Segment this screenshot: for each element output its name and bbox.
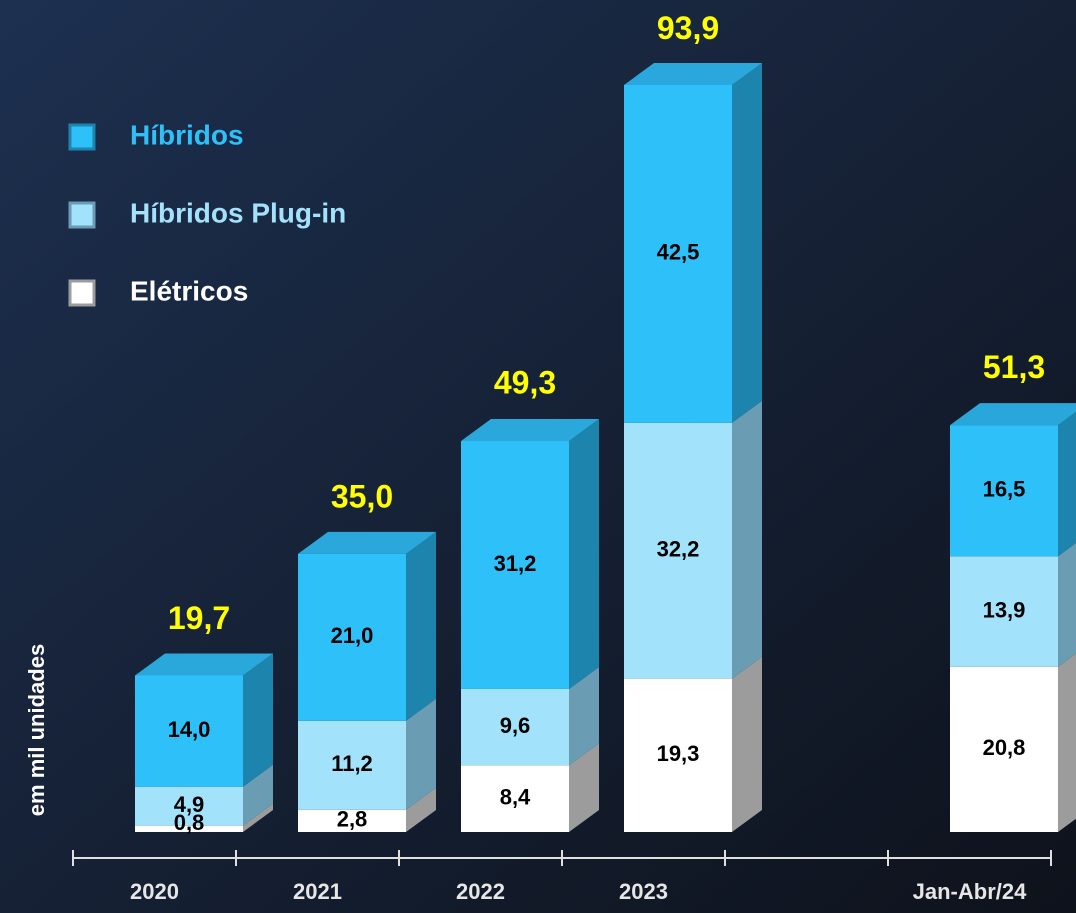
x-tick-label: 2023 xyxy=(619,879,668,904)
x-tick-label: 2020 xyxy=(130,879,179,904)
value-label: 20,8 xyxy=(983,735,1026,760)
bar-segment xyxy=(461,441,569,689)
total-label: 35,0 xyxy=(331,478,393,514)
total-label: 93,9 xyxy=(657,10,719,46)
bar-segment xyxy=(461,765,569,832)
bar-side xyxy=(243,764,273,826)
legend-label: Híbridos xyxy=(130,119,244,150)
value-label: 13,9 xyxy=(983,597,1026,622)
x-tick-label: Jan-Abr/24 xyxy=(913,879,1027,904)
value-label: 21,0 xyxy=(331,623,374,648)
bar-side xyxy=(569,666,599,766)
bar-segment xyxy=(298,553,406,721)
bar-segment xyxy=(298,720,406,810)
bar-segment xyxy=(950,666,1058,832)
bar-top xyxy=(624,63,762,85)
value-label: 4,9 xyxy=(174,792,205,817)
value-label: 8,4 xyxy=(500,784,531,809)
value-label: 31,2 xyxy=(494,551,537,576)
bar-side xyxy=(406,698,436,810)
legend-swatch xyxy=(68,123,96,151)
value-label: 16,5 xyxy=(983,476,1026,501)
value-label: 2,8 xyxy=(337,807,368,832)
bar-side xyxy=(569,743,599,832)
bar-segment xyxy=(624,85,732,423)
bar-top xyxy=(950,403,1076,426)
y-axis-label: em mil unidades xyxy=(24,644,49,816)
value-label: 32,2 xyxy=(657,536,700,561)
bar-side xyxy=(569,419,599,689)
value-label: 11,2 xyxy=(331,751,373,776)
legend-label: Híbridos Plug-in xyxy=(130,197,346,228)
value-label: 42,5 xyxy=(657,240,700,265)
bar-top xyxy=(298,531,436,554)
bar-segment xyxy=(135,786,243,826)
bar-side xyxy=(732,656,762,832)
bar-side xyxy=(1058,653,1076,832)
bar-segment xyxy=(135,675,243,787)
legend-label: Elétricos xyxy=(130,275,248,306)
bar-top xyxy=(461,419,599,442)
bar-side xyxy=(243,653,273,787)
bar-segment xyxy=(624,422,732,679)
value-label: 0,8 xyxy=(174,810,205,835)
bar-segment xyxy=(298,809,406,832)
bar-side xyxy=(732,400,762,679)
value-label: 9,6 xyxy=(500,713,531,738)
bar-side xyxy=(406,787,436,832)
x-tick-label: 2022 xyxy=(456,879,505,904)
total-label: 49,3 xyxy=(494,365,556,401)
bar-segment xyxy=(624,678,732,832)
bar-segment xyxy=(461,688,569,766)
total-label: 19,7 xyxy=(168,600,230,636)
legend-swatch xyxy=(68,201,96,229)
legend-swatch xyxy=(68,279,96,307)
bar-side xyxy=(1058,411,1076,557)
bar-side xyxy=(1058,543,1076,667)
value-label: 19,3 xyxy=(657,741,700,766)
bar-segment xyxy=(950,425,1058,557)
bar-side xyxy=(732,63,762,423)
value-label: 14,0 xyxy=(168,717,211,742)
bar-side xyxy=(243,803,273,832)
bar-side xyxy=(406,531,436,721)
x-tick-label: 2021 xyxy=(293,879,342,904)
bar-segment xyxy=(135,825,243,832)
total-label: 51,3 xyxy=(983,349,1045,385)
bar-top xyxy=(135,653,273,676)
bar-segment xyxy=(950,556,1058,667)
